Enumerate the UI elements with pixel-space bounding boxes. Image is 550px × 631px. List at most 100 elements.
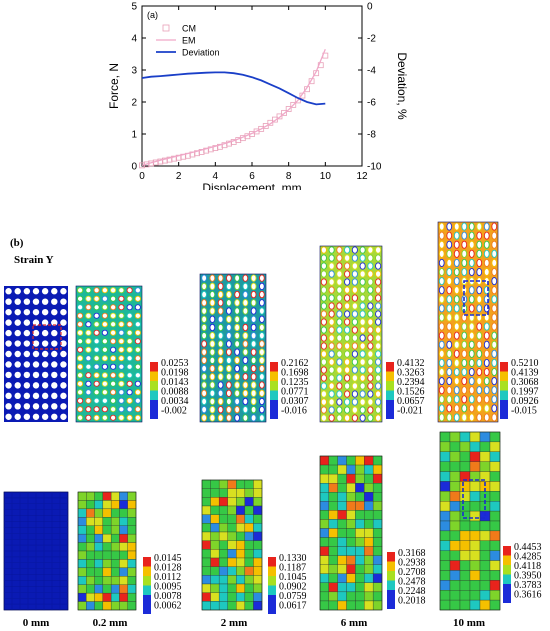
- row1-02mm-hole: [110, 295, 117, 302]
- series-cm-point-7: [171, 155, 177, 162]
- row2-10mm-cell: [489, 570, 501, 581]
- row1-10mm-hole: [476, 231, 483, 240]
- row1-02mm-hole: [85, 355, 92, 362]
- row1-6mm-hole: [320, 254, 327, 262]
- row2-02mm-cell: [86, 584, 95, 594]
- row1-10mm-hole: [453, 313, 460, 322]
- row2-6mm-field-border: [319, 455, 383, 611]
- row1-2mm-colorbar-swatch-3: [270, 390, 278, 400]
- row2-6mm-cell: [355, 564, 365, 574]
- row2-6mm-colorbar-swatch-2: [387, 571, 395, 581]
- row1-0mm-hole: [5, 288, 12, 295]
- row1-2mm-hole: [259, 323, 265, 332]
- row1-10mm-hole: [491, 277, 498, 286]
- row1-6mm-hole: [320, 286, 327, 294]
- row1-02mm-hole: [134, 355, 141, 362]
- row2-02mm-cell: [86, 500, 95, 510]
- row2-10mm-cell: [439, 550, 451, 561]
- row2-6mm-cell: [364, 510, 374, 520]
- row1-6mm-hole: [375, 278, 382, 286]
- row1-6mm-hole: [344, 358, 351, 366]
- row1-10mm-hole: [468, 331, 475, 340]
- row1-6mm-hole: [375, 390, 382, 398]
- row1-10mm-hole: [446, 349, 453, 358]
- row2-10mm-field-border: [439, 431, 501, 611]
- row1-6mm-hole: [375, 262, 382, 270]
- row2-02mm-cell: [110, 601, 120, 611]
- row1-0mm-hole: [23, 413, 31, 420]
- row2-02mm-field-border: [77, 491, 137, 611]
- y-right-tick-label-3: -6: [367, 98, 376, 109]
- row1-10mm-hole: [491, 231, 498, 240]
- row2-6mm-cell: [337, 464, 347, 475]
- row2-02mm-cell: [119, 491, 128, 501]
- row1-02mm-colorbar-label-5: -0.002: [161, 406, 187, 417]
- row2-2mm-cell: [244, 566, 254, 576]
- row2-6mm-cell: [364, 473, 374, 484]
- row1-0mm-hole: [60, 350, 67, 358]
- row2-02mm-cell: [86, 567, 95, 577]
- row2-10mm-cell: [469, 590, 481, 601]
- row1-6mm-hole: [320, 390, 327, 398]
- panel-a-label: (a): [147, 10, 158, 20]
- row2-10mm-cell: [479, 550, 491, 561]
- row1-2mm-hole: [234, 348, 240, 356]
- row1-2mm-colorbar-swatch-4: [270, 400, 278, 410]
- row1-2mm-hole: [201, 340, 207, 348]
- row1-02mm-hole: [93, 321, 100, 328]
- row2-2mm-cell: [253, 488, 263, 498]
- row1-10mm-hole: [483, 231, 490, 240]
- row2-2mm-cell: [201, 540, 211, 550]
- row2-2mm-cell: [236, 557, 246, 567]
- row2-02mm-cell: [127, 559, 137, 569]
- row1-6mm-hole: [351, 310, 358, 318]
- row1-6mm-hole: [328, 246, 335, 254]
- row1-6mm-hole: [375, 342, 382, 350]
- row1-0mm-hole: [60, 298, 67, 305]
- row1-6mm-hole: [336, 358, 343, 366]
- row1-10mm-hole: [491, 358, 498, 367]
- row2-6mm-colorbar-label-5: 0.2018: [398, 596, 426, 607]
- row1-2mm-hole: [259, 389, 265, 397]
- row1-0mm-hole: [51, 308, 58, 316]
- row2-6mm-cell: [337, 528, 347, 538]
- row1-6mm-hole: [320, 358, 327, 366]
- row2-10mm-cell: [439, 431, 451, 443]
- row2-10mm-cell: [489, 550, 501, 561]
- row1-2mm-hole: [259, 406, 265, 414]
- row1-10mm-hole: [476, 286, 483, 295]
- row1-10mm-hole: [446, 231, 453, 240]
- row1-10mm-hole: [438, 258, 445, 267]
- row1-02mm-hole: [85, 380, 92, 387]
- row2-02mm-cell: [110, 517, 120, 526]
- row2-10mm-colorbar-label-0: 0.4453: [514, 542, 542, 553]
- row1-6mm-hole: [359, 390, 366, 398]
- row2-2mm-colorbar-swatch-0: [268, 557, 276, 567]
- series-cm-point-32: [285, 106, 292, 112]
- row1-0mm-hole: [51, 392, 58, 400]
- series-cm-point-5: [162, 157, 168, 164]
- row2-02mm-cell: [119, 559, 128, 569]
- row1-2mm-hole: [201, 364, 207, 373]
- row2-10mm-cell: [479, 580, 491, 591]
- row1-6mm-hole: [328, 374, 335, 382]
- row1-10mm-hole: [483, 331, 490, 340]
- row2-10mm-cell: [449, 520, 461, 532]
- row2-2mm-cell: [227, 497, 237, 507]
- row2-02mm-cell: [119, 517, 128, 526]
- row2-2mm-cell: [201, 523, 211, 533]
- row1-10mm-hole: [491, 367, 498, 377]
- row2-6mm-cell: [319, 564, 330, 574]
- row2-02mm-cell: [110, 584, 120, 594]
- row1-0mm-hole: [41, 371, 49, 379]
- row1-10mm-hole: [438, 404, 445, 413]
- row1-0mm-hole: [60, 382, 67, 389]
- row1-2mm-colorbar-swatch-5: [270, 409, 278, 419]
- row1-2mm-colorbar-label-1: 0.1698: [281, 368, 309, 379]
- row1-0mm-hole: [23, 298, 31, 305]
- row1-02mm-hole: [85, 372, 92, 379]
- row1-2mm-hole: [209, 274, 216, 282]
- row2-2mm-cell: [244, 523, 254, 533]
- row1-02mm-hole: [77, 363, 84, 370]
- row2-02mm-cell: [119, 584, 128, 594]
